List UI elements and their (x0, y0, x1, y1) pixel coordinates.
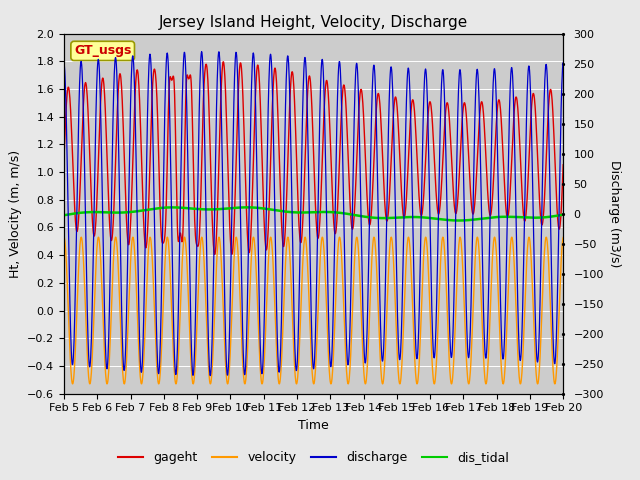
Y-axis label: Ht, Velocity (m, m/s): Ht, Velocity (m, m/s) (8, 150, 22, 277)
dis_tidal (257, 205, 264, 211)
dis_tidal (390, 215, 398, 221)
velocity (268, 243, 276, 249)
dis_tidal (60, 212, 68, 218)
discharge (198, 49, 205, 55)
Line: velocity: velocity (64, 237, 563, 384)
gageht (257, 107, 264, 113)
discharge (207, 372, 214, 378)
velocity (60, 234, 68, 240)
Legend: gageht, velocity, discharge, dis_tidal: gageht, velocity, discharge, dis_tidal (113, 446, 515, 469)
discharge (257, 351, 264, 357)
gageht (390, 99, 398, 105)
gageht (559, 162, 567, 168)
dis_tidal (170, 204, 178, 210)
velocity (515, 374, 523, 380)
velocity (390, 269, 398, 275)
dis_tidal (516, 214, 524, 220)
Y-axis label: Discharge (m3/s): Discharge (m3/s) (608, 160, 621, 267)
discharge (60, 60, 68, 66)
Line: gageht: gageht (64, 62, 563, 254)
dis_tidal (473, 216, 481, 222)
gageht (269, 94, 276, 100)
Title: Jersey Island Height, Velocity, Discharge: Jersey Island Height, Velocity, Discharg… (159, 15, 468, 30)
X-axis label: Time: Time (298, 419, 329, 432)
gageht (220, 59, 227, 65)
dis_tidal (455, 217, 463, 223)
discharge (473, 71, 481, 76)
discharge (170, 346, 178, 352)
gageht (516, 136, 524, 142)
dis_tidal (559, 212, 567, 217)
Text: GT_usgs: GT_usgs (74, 44, 131, 58)
Line: dis_tidal: dis_tidal (64, 207, 563, 220)
gageht (473, 171, 481, 177)
Line: discharge: discharge (64, 52, 563, 375)
velocity (256, 359, 264, 365)
discharge (559, 60, 567, 65)
velocity (472, 240, 480, 246)
gageht (211, 252, 219, 257)
velocity (275, 381, 283, 387)
gageht (170, 83, 178, 88)
dis_tidal (243, 204, 251, 210)
dis_tidal (269, 207, 276, 213)
discharge (390, 157, 398, 163)
velocity (170, 367, 178, 373)
velocity (559, 235, 567, 240)
discharge (516, 352, 524, 358)
gageht (60, 156, 68, 161)
discharge (269, 98, 276, 104)
